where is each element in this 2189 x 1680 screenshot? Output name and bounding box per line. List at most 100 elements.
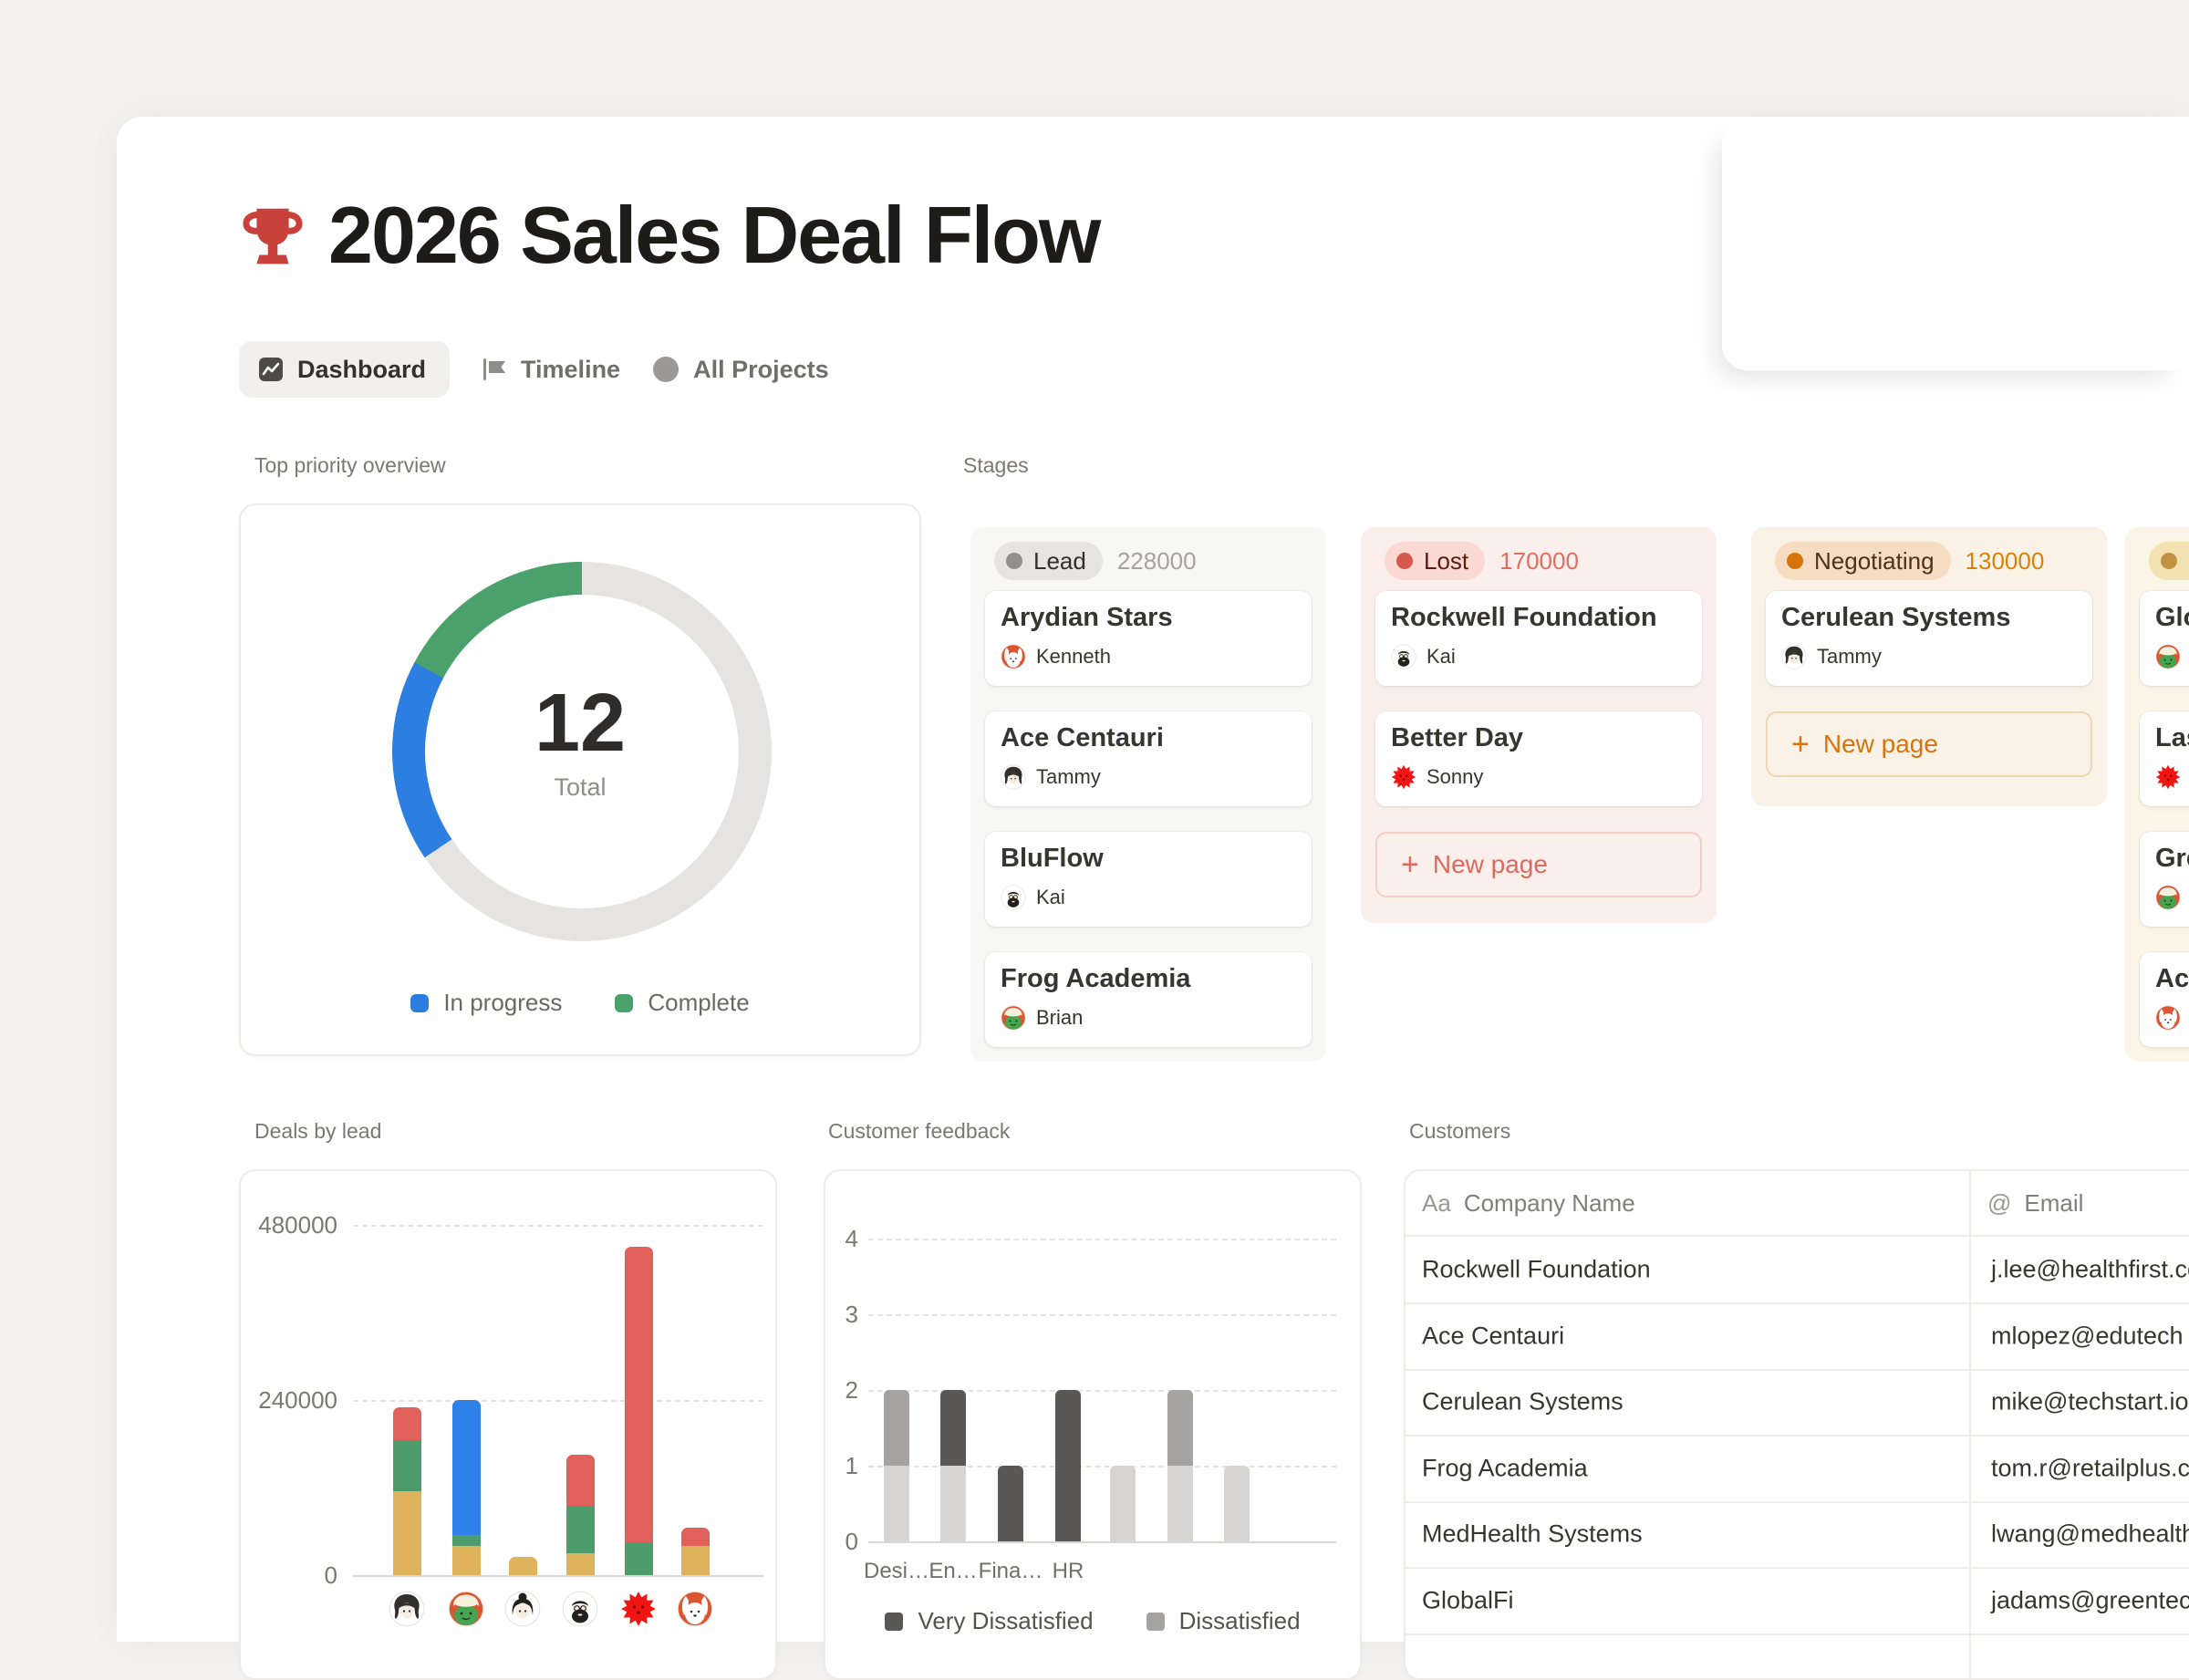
gridline — [353, 1400, 763, 1402]
x-axis-line — [353, 1575, 763, 1577]
bar-segment — [940, 1466, 966, 1541]
person-name: Sonny — [1426, 765, 1484, 788]
bar-segment — [1167, 1390, 1193, 1466]
x-axis-avatar — [504, 1591, 541, 1632]
new-page-button-negotiating[interactable]: + New page — [1766, 711, 2092, 777]
board-card[interactable]: Acm K — [2140, 952, 2189, 1047]
email-cell: jadams@greentec — [1991, 1586, 2189, 1613]
board-column-lost: Lost 170000 Rockwell Foundation Kai Better … — [1361, 527, 1717, 923]
board-card[interactable]: Better Day Sonny — [1375, 711, 1702, 806]
status-badge-lead[interactable]: Lead — [994, 542, 1103, 580]
bar-segment-red — [566, 1455, 595, 1506]
bar-segment-green — [566, 1506, 595, 1553]
person-name: Kai — [1426, 645, 1456, 668]
status-badge-proposal-clipped[interactable]: P — [2149, 542, 2189, 580]
tab-timeline[interactable]: Timeline — [481, 356, 620, 384]
feedback-chart-card: 4 3 2 1 0 Desi… En… Fina… HR Very Dissatisfied Dis… — [824, 1169, 1362, 1680]
kenneth-avatar — [677, 1591, 713, 1627]
board-card[interactable]: Glo B — [2140, 591, 2189, 686]
donut-total-value: 12 — [534, 678, 627, 769]
x-axis-avatar — [620, 1591, 657, 1632]
board-card[interactable]: Cerulean Systems Tammy — [1766, 591, 2092, 686]
tammy-avatar — [389, 1591, 425, 1627]
bar-segment-yellow — [393, 1491, 421, 1575]
donut-total-label: Total — [554, 773, 607, 801]
email-cell: mike@techstart.io — [1991, 1387, 2189, 1416]
view-tabs: Dashboard Timeline All Projects — [239, 341, 829, 398]
email-property-icon: @ — [1987, 1188, 2012, 1217]
customers-table-card: Aa Company Name @ Email Rockwell Foundation j… — [1404, 1169, 2189, 1680]
card-person: Kai — [1391, 644, 1456, 669]
feedback-legend: Very Dissatisfied Dissatisfied — [825, 1607, 1360, 1635]
company-cell: GlobalFi — [1422, 1586, 1514, 1613]
table-row[interactable]: Rockwell Foundation j.lee@healthfirst.co — [1406, 1237, 2189, 1304]
tab-label: All Projects — [693, 355, 829, 383]
status-dot — [1396, 553, 1413, 569]
person-name: Tammy — [1036, 765, 1101, 788]
email-cell: lwang@medhealth — [1991, 1519, 2189, 1548]
tab-dashboard[interactable]: Dashboard — [239, 341, 451, 398]
legend-item-in-progress: In progress — [410, 989, 562, 1017]
kai-avatar — [1391, 644, 1416, 669]
status-label: Lead — [1033, 546, 1086, 575]
timeline-flag-icon — [483, 358, 506, 380]
donut-legend: In progress Complete — [241, 989, 919, 1017]
status-label: Negotiating — [1814, 546, 1935, 575]
plus-icon: + — [1401, 847, 1419, 882]
status-label: Lost — [1424, 546, 1469, 575]
next-page-peek-panel — [1722, 117, 2189, 370]
column-header-negotiating: Negotiating 130000 — [1775, 542, 2044, 580]
woman-bun-avatar — [504, 1591, 541, 1627]
y-axis-tick: 0 — [845, 1528, 858, 1555]
section-label-deals: Deals by lead — [254, 1119, 382, 1143]
tab-all-projects[interactable]: All Projects — [651, 355, 829, 384]
brian-avatar — [448, 1591, 484, 1627]
board-card[interactable]: Rockwell Foundation Kai — [1375, 591, 1702, 686]
board-card[interactable]: Las S — [2140, 711, 2189, 806]
brian-avatar — [2155, 885, 2181, 910]
board-card[interactable]: Ace Centauri Tammy — [985, 711, 1312, 806]
bar-segment-blue — [452, 1400, 481, 1535]
x-axis-line — [868, 1541, 1336, 1543]
board-card[interactable]: Frog Academia Brian — [985, 952, 1312, 1047]
new-page-button-lost[interactable]: + New page — [1375, 832, 1702, 897]
column-header-lost: Lost 170000 — [1385, 542, 1579, 580]
table-row[interactable]: Frog Academia tom.r@retailplus.co — [1406, 1436, 2189, 1503]
sonny-avatar — [621, 1592, 656, 1626]
email-cell: mlopez@edutech — [1991, 1322, 2184, 1349]
gridline — [868, 1390, 1336, 1392]
table-row[interactable]: Cerulean Systems mike@techstart.io — [1406, 1369, 2189, 1436]
text-property-icon: Aa — [1422, 1188, 1451, 1217]
board-card[interactable]: Gre B — [2140, 832, 2189, 927]
card-title: Glo — [2155, 603, 2189, 632]
donut-hole — [425, 595, 739, 908]
y-axis-tick: 2 — [845, 1376, 858, 1404]
trophy-icon[interactable] — [233, 201, 312, 278]
board-card[interactable]: Arydian Stars Kenneth — [985, 591, 1312, 686]
column-divider — [1969, 1171, 1971, 1678]
card-title: Arydian Stars — [1001, 603, 1173, 632]
status-dot — [1006, 553, 1022, 569]
column-label: Company Name — [1463, 1188, 1635, 1217]
card-title: BluFlow — [1001, 844, 1104, 873]
brian-avatar — [2155, 644, 2181, 669]
status-badge-negotiating[interactable]: Negotiating — [1775, 542, 1951, 580]
section-label-top-priority: Top priority overview — [254, 453, 446, 477]
deals-chart-card: 480000 240000 0 — [239, 1169, 777, 1680]
column-sum: 130000 — [1965, 546, 2045, 575]
board-column-proposal-clipped: P Glo B Las S Gre B Acm K — [2125, 527, 2189, 1062]
brian-avatar — [1001, 1005, 1026, 1031]
tammy-avatar — [1001, 764, 1026, 790]
bar-segment-green — [625, 1542, 653, 1575]
gridline — [868, 1466, 1336, 1467]
x-axis-label: HR — [1052, 1559, 1084, 1583]
x-axis-label: En… — [929, 1559, 978, 1583]
status-badge-lost[interactable]: Lost — [1385, 542, 1486, 580]
card-person: Tammy — [1781, 644, 1882, 669]
person-name: Kai — [1036, 886, 1065, 908]
board-card[interactable]: BluFlow Kai — [985, 832, 1312, 927]
table-row[interactable]: MedHealth Systems lwang@medhealth — [1406, 1501, 2189, 1569]
section-label-customers: Customers — [1409, 1119, 1511, 1143]
table-row[interactable]: Ace Centauri mlopez@edutech — [1406, 1303, 2189, 1371]
table-row[interactable]: GlobalFi jadams@greentec — [1406, 1568, 2189, 1635]
